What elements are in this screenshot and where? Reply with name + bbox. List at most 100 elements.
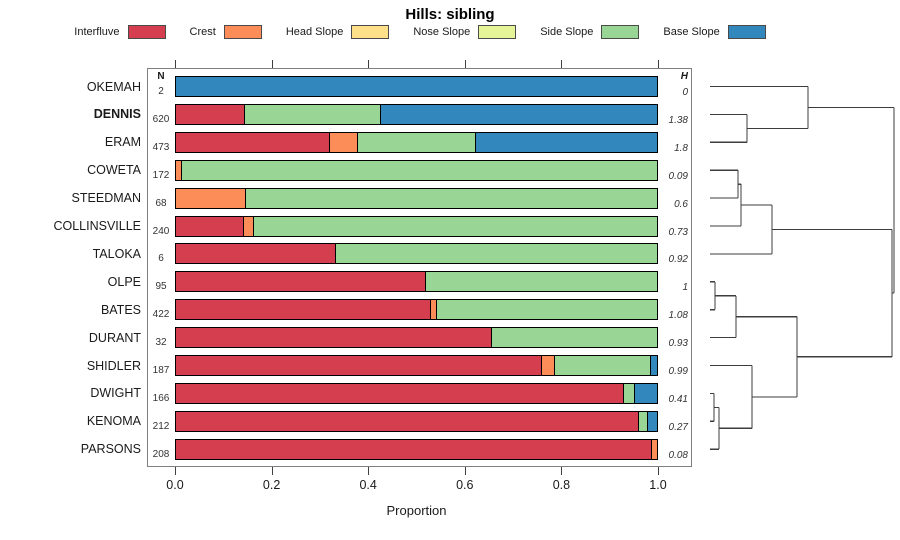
n-value: 620	[152, 113, 170, 125]
bar-segment-base-slope	[634, 383, 657, 403]
y-axis-label: DENNIS	[93, 107, 141, 122]
bar-segment-crest	[541, 356, 555, 375]
legend-swatch	[223, 25, 262, 39]
y-axis-label: ERAM	[104, 135, 141, 150]
y-axis-label: OKEMAH	[86, 79, 141, 94]
bar-segment-interfluve	[176, 300, 431, 320]
legend-item: Base Slope	[663, 25, 766, 39]
table-row: 166 0.41	[148, 382, 691, 405]
bar-segment-interfluve	[176, 132, 331, 152]
stacked-bar	[175, 327, 658, 349]
h-value: 0	[682, 87, 688, 98]
bar-segment-crest	[176, 160, 182, 180]
bar-segment-interfluve	[176, 244, 337, 264]
n-value: 240	[152, 225, 170, 237]
axis-tick	[658, 467, 659, 475]
legend-item: Head Slope	[286, 25, 390, 39]
h-value: 0.73	[668, 226, 688, 238]
axis-tick	[368, 467, 370, 475]
h-value: 0.08	[668, 449, 688, 461]
bar-segment-base-slope	[648, 411, 657, 431]
bar-segment-side-slope	[436, 300, 657, 320]
bar-segment-base-slope	[475, 132, 657, 152]
stacked-bar	[175, 355, 658, 376]
y-axis-label: KENOMA	[86, 414, 141, 429]
stacked-bar	[175, 103, 658, 125]
bar-segment-crest	[652, 439, 657, 459]
bar-segment-base-slope	[650, 356, 657, 375]
table-row: 68 0.6	[148, 187, 691, 210]
x-axis-title: Proportion	[386, 503, 447, 518]
stacked-bar	[175, 76, 658, 97]
h-value: 0.92	[668, 254, 688, 266]
bar-segment-interfluve	[176, 104, 245, 124]
axis-tick	[368, 60, 370, 68]
legend-label: Side Slope	[540, 26, 594, 38]
bar-segment-side-slope	[245, 188, 657, 208]
h-value: 0.41	[668, 393, 688, 405]
axis-tick-label: 0.8	[552, 478, 571, 492]
axis-tick	[464, 60, 466, 68]
axis-tick	[464, 467, 466, 475]
axis-tick-label: 0.2	[262, 478, 281, 492]
table-row: 95 1	[148, 271, 691, 294]
h-value: 1	[682, 282, 688, 294]
h-value: 1.08	[668, 310, 688, 322]
axis-tick	[271, 467, 273, 475]
table-row: 187 0.99	[148, 355, 691, 377]
stacked-bar	[175, 299, 658, 321]
y-axis-label: TALOKA	[92, 246, 141, 261]
plot-panel: N H 2 0 620 1.38 473 1.8 172 0.09 68 0.6 240 0.73 6 0…	[147, 68, 692, 467]
y-axis-label: SHIDLER	[86, 358, 141, 373]
n-value: 6	[158, 253, 164, 265]
legend-label: Interfluve	[74, 26, 120, 38]
table-row: 240 0.73	[148, 215, 691, 238]
stacked-bar	[175, 438, 658, 460]
y-axis-label: PARSONS	[80, 442, 141, 457]
axis-tick	[271, 60, 273, 68]
n-value: 68	[155, 197, 167, 209]
bar-segment-interfluve	[176, 356, 542, 375]
table-row: 422 1.08	[148, 299, 691, 322]
bar-segment-interfluve	[176, 216, 245, 236]
n-value: 172	[152, 169, 170, 181]
axis-tick	[658, 60, 659, 68]
bar-segment-side-slope	[253, 216, 657, 236]
y-axis-label: DWIGHT	[90, 386, 141, 401]
legend-swatch	[478, 25, 517, 39]
bar-segment-side-slope	[491, 328, 657, 348]
axis-tick-label: 0.0	[166, 478, 184, 492]
bar-segment-crest	[330, 132, 359, 152]
axis-tick	[175, 467, 176, 475]
bar-segment-interfluve	[176, 411, 639, 431]
bar-segment-interfluve	[176, 383, 625, 403]
legend-label: Base Slope	[663, 26, 720, 38]
n-value: 473	[152, 141, 170, 153]
bar-segment-base-slope	[381, 104, 657, 124]
h-value: 0.27	[668, 421, 688, 433]
stacked-bar	[175, 159, 658, 181]
stacked-bar	[175, 187, 658, 209]
stacked-bar	[175, 243, 658, 265]
legend-swatch	[127, 25, 166, 39]
y-axis-label: STEEDMAN	[71, 191, 141, 206]
n-value: 212	[152, 420, 170, 432]
stacked-bar	[175, 271, 658, 293]
n-value: 32	[155, 337, 167, 349]
y-axis-label: COLLINSVILLE	[53, 219, 141, 233]
bar-segment-interfluve	[176, 272, 427, 292]
h-value: 0.6	[674, 198, 688, 210]
bar-segment-interfluve	[176, 439, 653, 459]
dendrogram	[710, 85, 895, 450]
bar-segment-interfluve	[176, 328, 492, 348]
legend-swatch	[601, 25, 640, 39]
table-row: 208 0.08	[148, 438, 691, 461]
y-axis-label: COWETA	[87, 163, 141, 178]
legend-label: Crest	[189, 26, 216, 38]
bar-segment-crest	[244, 216, 254, 236]
y-axis-label: DURANT	[88, 330, 141, 345]
legend-label: Nose Slope	[413, 26, 471, 38]
n-value: 422	[152, 309, 170, 321]
